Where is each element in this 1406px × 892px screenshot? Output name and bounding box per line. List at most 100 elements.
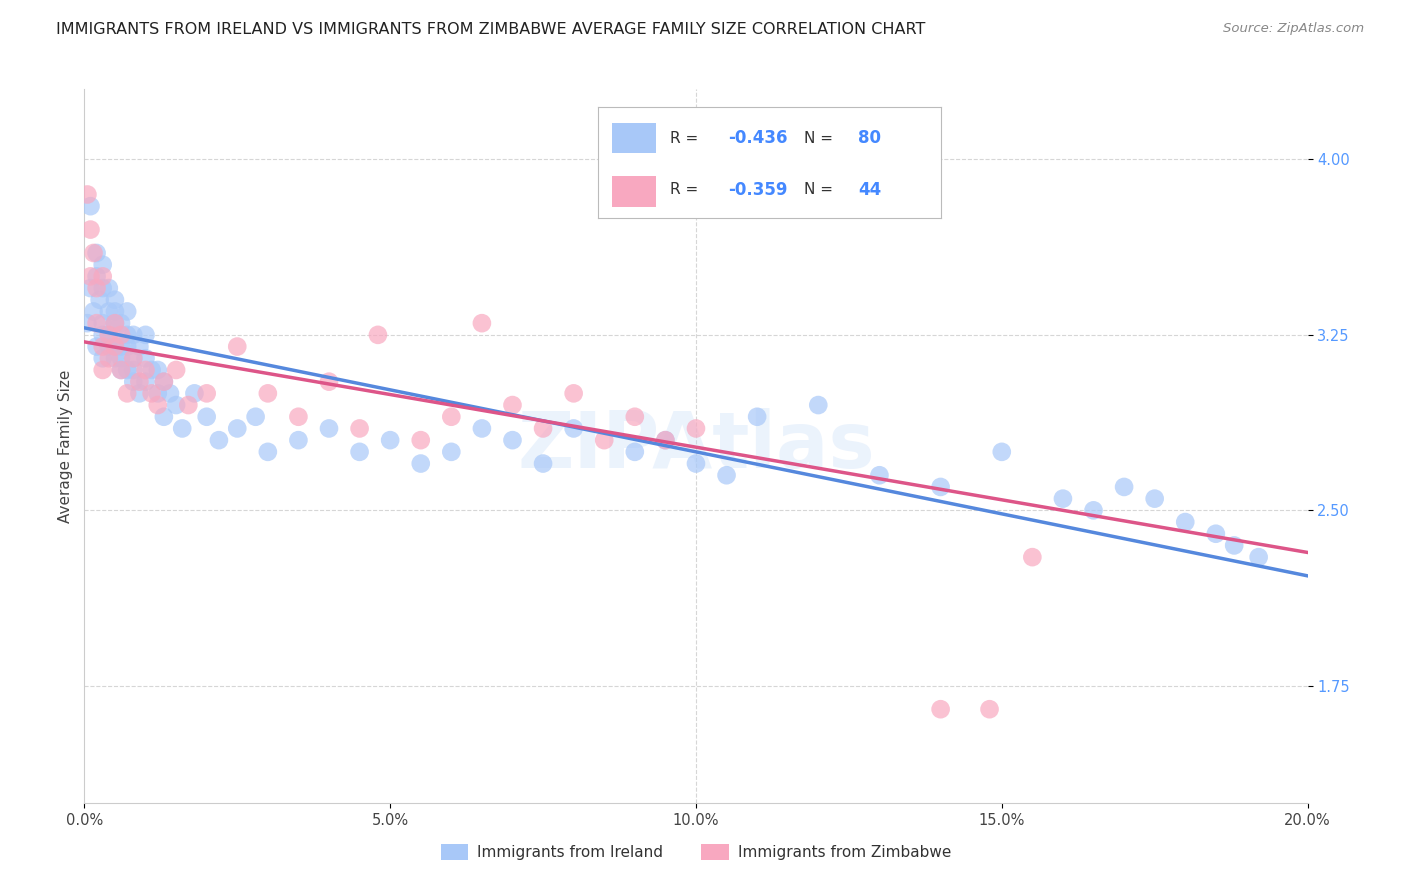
Point	[91, 363, 114, 377]
Point	[110, 351, 132, 366]
Point	[440, 445, 463, 459]
Point	[122, 351, 145, 366]
Point	[104, 316, 127, 330]
Point	[869, 468, 891, 483]
Point	[86, 269, 108, 284]
Point	[128, 375, 150, 389]
Point	[79, 281, 101, 295]
Point	[115, 327, 138, 342]
Point	[531, 421, 554, 435]
Point	[91, 316, 114, 330]
Point	[807, 398, 830, 412]
Point	[1143, 491, 1166, 506]
Point	[104, 351, 127, 366]
Legend: Immigrants from Ireland, Immigrants from Zimbabwe: Immigrants from Ireland, Immigrants from…	[434, 838, 957, 866]
Point	[409, 433, 432, 447]
Point	[110, 363, 132, 377]
Point	[195, 386, 218, 401]
Point	[172, 421, 194, 435]
Text: IMMIGRANTS FROM IRELAND VS IMMIGRANTS FROM ZIMBABWE AVERAGE FAMILY SIZE CORRELAT: IMMIGRANTS FROM IRELAND VS IMMIGRANTS FR…	[56, 22, 925, 37]
Point	[135, 375, 157, 389]
Point	[153, 375, 176, 389]
Point	[208, 433, 231, 447]
Point	[716, 468, 738, 483]
Point	[122, 327, 145, 342]
Point	[86, 340, 108, 354]
Point	[115, 386, 138, 401]
Point	[409, 457, 432, 471]
Point	[79, 222, 101, 236]
Point	[122, 375, 145, 389]
Point	[562, 421, 585, 435]
Point	[929, 480, 952, 494]
Point	[141, 386, 163, 401]
Point	[287, 409, 309, 424]
Point	[1114, 480, 1136, 494]
Point	[226, 340, 249, 354]
Point	[502, 433, 524, 447]
Point	[380, 433, 402, 447]
Point	[440, 409, 463, 424]
Point	[654, 433, 676, 447]
Point	[91, 327, 114, 342]
Point	[1021, 550, 1043, 565]
Point	[1174, 515, 1197, 529]
Point	[257, 445, 280, 459]
Point	[146, 386, 169, 401]
Point	[991, 445, 1014, 459]
Point	[165, 398, 187, 412]
Point	[86, 316, 108, 330]
Point	[502, 398, 524, 412]
Point	[79, 199, 101, 213]
Point	[97, 351, 120, 366]
Point	[135, 363, 157, 377]
Point	[245, 409, 267, 424]
Point	[110, 363, 132, 377]
Point	[226, 421, 249, 435]
Point	[76, 316, 98, 330]
Point	[1205, 526, 1227, 541]
Point	[97, 327, 120, 342]
Point	[747, 409, 769, 424]
Point	[153, 375, 176, 389]
Point	[110, 327, 132, 342]
Point	[685, 457, 707, 471]
Point	[471, 316, 494, 330]
Point	[1247, 550, 1270, 565]
Point	[349, 445, 371, 459]
Point	[979, 702, 1001, 716]
Point	[146, 398, 169, 412]
Point	[97, 340, 120, 354]
Point	[76, 187, 98, 202]
Point	[471, 421, 494, 435]
Point	[104, 340, 127, 354]
Point	[367, 327, 389, 342]
Point	[83, 304, 105, 318]
Point	[318, 375, 340, 389]
Point	[97, 327, 120, 342]
Point	[1223, 538, 1246, 552]
Point	[1052, 491, 1074, 506]
Text: Source: ZipAtlas.com: Source: ZipAtlas.com	[1223, 22, 1364, 36]
Point	[177, 398, 200, 412]
Point	[153, 409, 176, 424]
Point	[122, 363, 145, 377]
Point	[141, 363, 163, 377]
Point	[135, 351, 157, 366]
Point	[122, 351, 145, 366]
Point	[685, 421, 707, 435]
Point	[1083, 503, 1105, 517]
Point	[195, 409, 218, 424]
Point	[929, 702, 952, 716]
Point	[86, 281, 108, 295]
Point	[91, 258, 114, 272]
Point	[83, 246, 105, 260]
Point	[287, 433, 309, 447]
Point	[91, 269, 114, 284]
Point	[257, 386, 280, 401]
Point	[91, 351, 114, 366]
Point	[110, 340, 132, 354]
Point	[104, 304, 127, 318]
Point	[91, 340, 114, 354]
Point	[128, 340, 150, 354]
